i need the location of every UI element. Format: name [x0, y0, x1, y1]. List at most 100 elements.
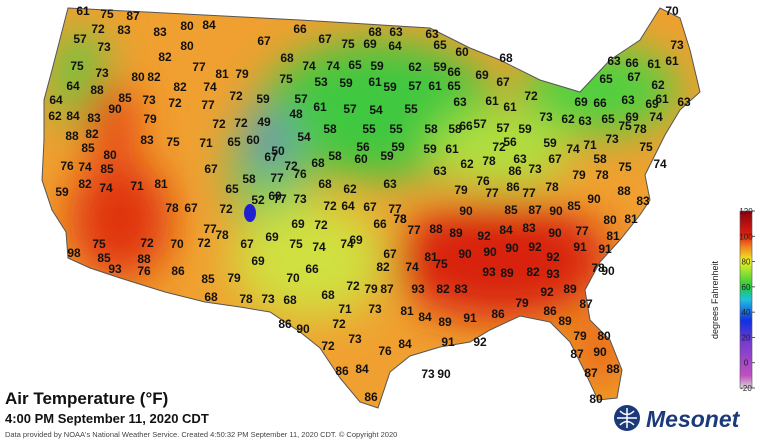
station-temperature: 72: [229, 89, 243, 103]
station-temperature: 77: [192, 60, 206, 74]
station-temperature: 83: [153, 25, 167, 39]
station-temperature: 79: [515, 296, 529, 310]
station-temperature: 63: [621, 93, 635, 107]
station-temperature: 67: [240, 237, 254, 251]
station-temperature: 90: [459, 204, 473, 218]
station-temperature: 63: [383, 177, 397, 191]
station-temperature: 72: [332, 317, 346, 331]
colorbar-tick-label: 120: [739, 207, 753, 216]
station-temperature: 79: [572, 168, 586, 182]
station-temperature: 63: [389, 25, 403, 39]
station-temperature: 76: [476, 174, 490, 188]
station-temperature: 85: [118, 91, 132, 105]
station-temperature: 82: [85, 127, 99, 141]
station-temperature: 90: [601, 264, 615, 278]
station-temperature: 52: [251, 193, 265, 207]
station-temperature: 80: [589, 392, 603, 406]
station-temperature: 69: [625, 110, 639, 124]
station-temperature: 57: [473, 117, 487, 131]
subtitle: 4:00 PM September 11, 2020 CDT: [5, 411, 209, 426]
station-temperature: 62: [561, 112, 575, 126]
station-temperature: 59: [391, 140, 405, 154]
station-temperature: 83: [522, 221, 536, 235]
station-temperature: 75: [166, 135, 180, 149]
station-temperature: 76: [60, 159, 74, 173]
station-temperature: 75: [341, 37, 355, 51]
station-temperature: 75: [70, 59, 84, 73]
station-temperature: 67: [257, 34, 271, 48]
station-temperature: 80: [597, 329, 611, 343]
logo-text: Mesonet: [646, 406, 741, 432]
station-temperature: 59: [543, 136, 557, 150]
station-temperature: 79: [573, 329, 587, 343]
station-temperature: 66: [625, 56, 639, 70]
colorbar: [739, 210, 753, 389]
station-temperature: 93: [546, 267, 560, 281]
station-temperature: 88: [137, 252, 151, 266]
station-temperature: 90: [296, 322, 310, 336]
station-temperature: 60: [246, 133, 260, 147]
station-temperature: 65: [599, 72, 613, 86]
station-temperature: 86: [278, 317, 292, 331]
station-temperature: 84: [418, 310, 432, 324]
station-temperature: 62: [48, 109, 62, 123]
station-temperature: 90: [548, 226, 562, 240]
station-temperature: 85: [81, 141, 95, 155]
station-temperature: 59: [370, 59, 384, 73]
station-temperature: 91: [598, 242, 612, 256]
station-temperature: 68: [311, 156, 325, 170]
station-temperature: 70: [286, 271, 300, 285]
station-temperature: 77: [270, 171, 284, 185]
station-temperature: 92: [473, 335, 487, 349]
credit: Data provided by NOAA's National Weather…: [5, 430, 397, 439]
station-temperature: 77: [522, 186, 536, 200]
station-temperature: 67: [184, 201, 198, 215]
station-temperature: 55: [362, 122, 376, 136]
station-temperature: 59: [383, 80, 397, 94]
station-temperature: 69: [291, 217, 305, 231]
station-temperature: 61: [445, 142, 459, 156]
station-temperature: 61: [655, 92, 669, 106]
station-temperature: 63: [513, 152, 527, 166]
station-temperature: 57: [343, 102, 357, 116]
station-temperature: 72: [197, 236, 211, 250]
station-temperature: 61: [503, 100, 517, 114]
station-temperature: 57: [408, 79, 422, 93]
station-temperature: 61: [368, 75, 382, 89]
station-temperature: 87: [528, 203, 542, 217]
station-temperature: 89: [449, 226, 463, 240]
station-temperature: 63: [578, 114, 592, 128]
station-temperature: 92: [528, 240, 542, 254]
station-temperature: 78: [165, 201, 179, 215]
station-temperature: 59: [433, 60, 447, 74]
station-temperature: 71: [583, 138, 597, 152]
station-temperature: 63: [607, 54, 621, 68]
station-temperature: 90: [593, 345, 607, 359]
station-temperature: 58: [424, 122, 438, 136]
station-temperature: 74: [326, 59, 340, 73]
colorbar-tick-label: 60: [742, 283, 751, 292]
station-temperature: 72: [140, 236, 154, 250]
station-temperature: 87: [126, 9, 140, 23]
station-temperature: 72: [91, 22, 105, 36]
station-temperature: 86: [171, 264, 185, 278]
station-temperature: 90: [483, 245, 497, 259]
station-temperature: 78: [239, 292, 253, 306]
station-temperature: 75: [618, 160, 632, 174]
station-temperature: 68: [499, 51, 513, 65]
station-temperature: 65: [227, 135, 241, 149]
colorbar-tick-label: 0: [744, 359, 749, 368]
station-temperature: 69: [574, 95, 588, 109]
station-temperature: 65: [601, 112, 615, 126]
station-temperature: 64: [66, 79, 80, 93]
station-temperature: 63: [425, 27, 439, 41]
station-temperature: 89: [500, 266, 514, 280]
station-temperature: 78: [591, 261, 605, 275]
station-temperature: 55: [389, 122, 403, 136]
station-temperature: 68: [368, 25, 382, 39]
station-temperature: 74: [78, 160, 92, 174]
station-temperature: 48: [289, 107, 303, 121]
station-temperature: 73: [261, 292, 275, 306]
station-temperature: 88: [65, 129, 79, 143]
station-temperature: 67: [204, 162, 218, 176]
